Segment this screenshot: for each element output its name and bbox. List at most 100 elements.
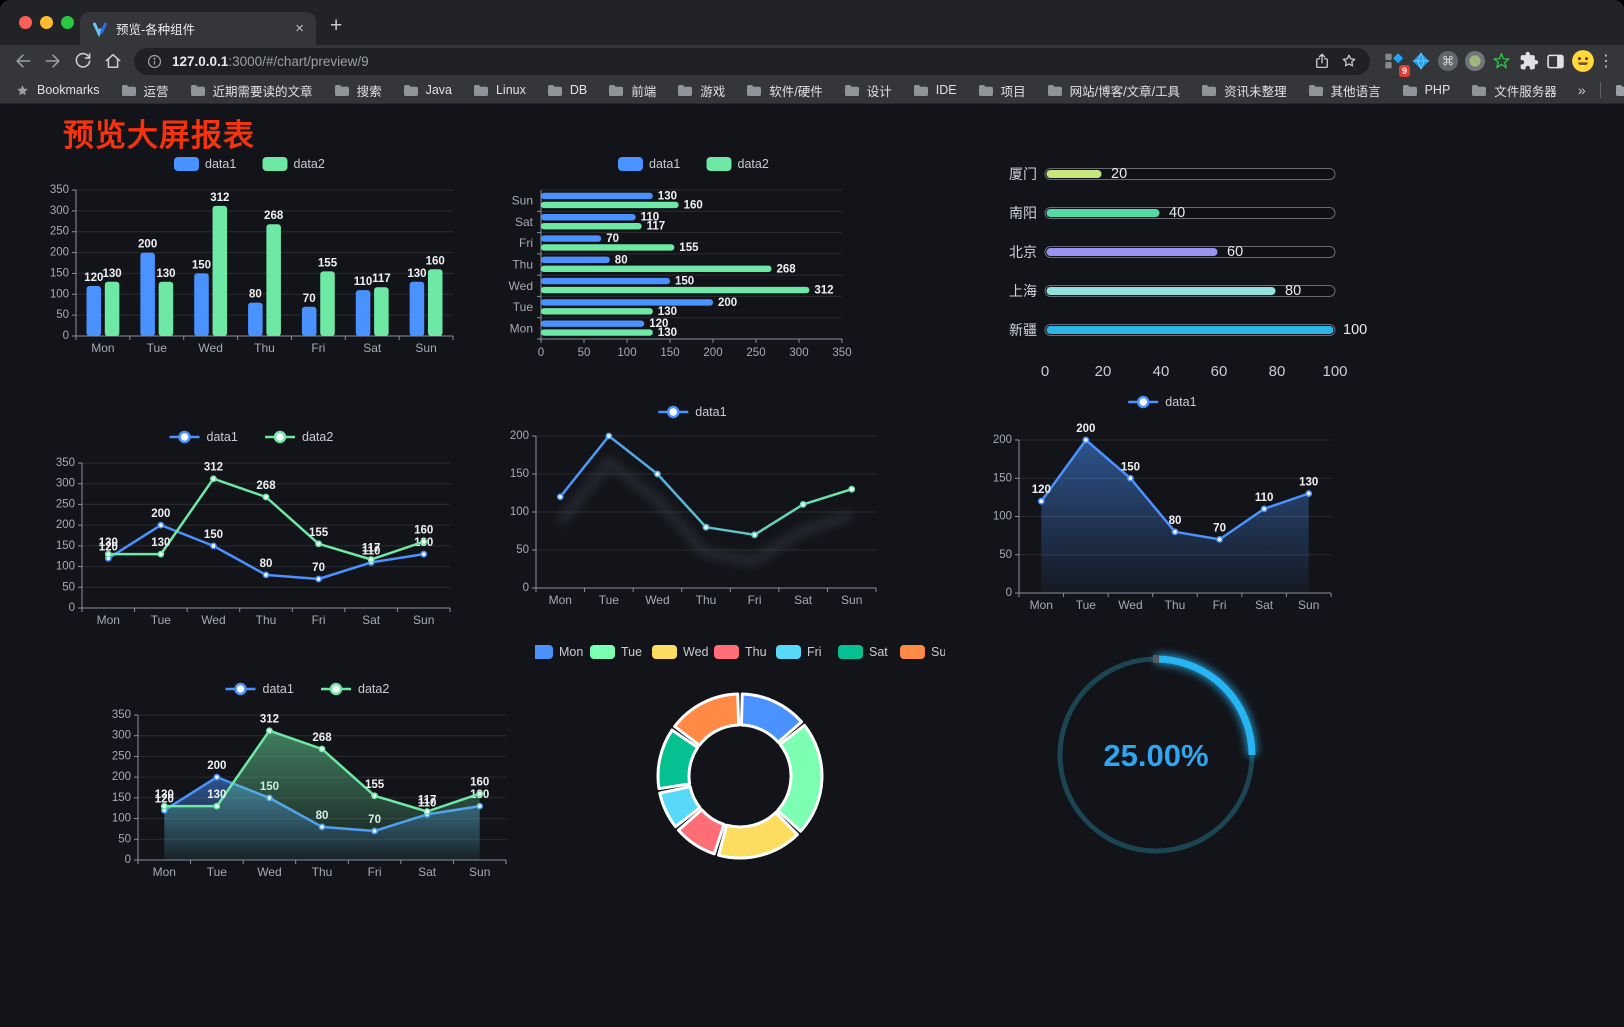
line-series-data2[interactable]: 130 130 312 268 155 117 160: [99, 462, 434, 563]
legend-item-data1[interactable]: data1: [618, 157, 680, 171]
extension-tampermonkey-icon[interactable]: 9: [1380, 48, 1410, 77]
home-button[interactable]: [98, 47, 128, 75]
line-series-data1[interactable]: [556, 432, 856, 567]
profile-avatar[interactable]: [1569, 48, 1596, 75]
legend-item-data1[interactable]: data1: [658, 405, 727, 419]
forward-button[interactable]: [38, 47, 68, 75]
legend-item-data2[interactable]: data2: [262, 157, 325, 171]
legend-item-Sun[interactable]: Sun: [900, 645, 945, 659]
line-series-data1[interactable]: 120 200 150 80 70 110 130: [1032, 423, 1319, 593]
area-line-chart[interactable]: data1 0 50 100 150 200 Mon Tue Wed Thu Fri Sat Sun 12…: [985, 390, 1347, 612]
bar-series-data2[interactable]: 130 130 312 268 155 117 160: [102, 192, 445, 336]
bookmark-folder-item[interactable]: 网站/博客/文章/工具: [1047, 81, 1180, 100]
bar: [541, 299, 713, 306]
bookmark-folder-item[interactable]: IDE: [913, 83, 957, 97]
bookmark-folder-item[interactable]: Linux: [473, 83, 526, 97]
line-series-data2[interactable]: 130 130 312 268 155 117 160: [155, 714, 490, 860]
legend-item-data1[interactable]: data1: [174, 157, 236, 171]
grouped-bar-chart[interactable]: data1 data2 0 50 100 150 200 250 300 350 Mon Tue Wed…: [40, 150, 465, 362]
legend-item-Thu[interactable]: Thu: [714, 645, 767, 659]
bookmark-folder-item[interactable]: 近期需要读的文章: [190, 81, 313, 100]
bookmark-folder-item[interactable]: 前端: [608, 81, 656, 100]
bar-canvas: data1 data2 0 50 100 150 200 250 300 350 Mon Tue Wed…: [50, 157, 454, 355]
legend-item-data2[interactable]: data2: [321, 682, 389, 696]
horizontal-bar-chart[interactable]: data1 data2 0 50 100 150 200 250 300 350 Mon Tue Wed…: [503, 150, 890, 365]
donut-chart[interactable]: Mon Tue Wed Thu Fri Sat Sun: [535, 638, 945, 890]
bookmark-folder-item[interactable]: 文件服务器: [1471, 81, 1557, 100]
browser-menu-icon[interactable]: ⋮: [1598, 53, 1614, 70]
legend-item-data1[interactable]: data1: [169, 430, 238, 444]
value-label: 150: [204, 529, 223, 541]
bookmark-folder-item[interactable]: DB: [547, 83, 587, 97]
progress-row-南阳[interactable]: 南阳 40: [1009, 205, 1336, 221]
address-bar[interactable]: 127.0.0.1:3000/#/chart/preview/9: [134, 47, 1370, 75]
window-close-button[interactable]: [19, 16, 32, 29]
pie-slice-Thu[interactable]: [676, 808, 726, 856]
value-label: 130: [1299, 477, 1318, 489]
bar: [374, 287, 389, 336]
progress-row-上海[interactable]: 上海 80: [1009, 283, 1336, 299]
pie-slice-Sun[interactable]: [673, 692, 741, 747]
bar-series-data2[interactable]: 130 130 312 268 155 117 160: [541, 199, 834, 339]
window-minimize-button[interactable]: [40, 16, 53, 29]
gauge-chart[interactable]: 25.00%: [1035, 635, 1280, 880]
bookmark-folder-item[interactable]: 其他语言: [1308, 81, 1381, 100]
dual-line-chart[interactable]: data1 data2 0 50 100 150 200 250 300 350 Mon Tue Wed…: [46, 423, 464, 638]
extensions-puzzle-icon[interactable]: [1515, 48, 1542, 75]
bar-series-data1[interactable]: 120 200 150 80 70 110 130: [84, 239, 427, 336]
x-category-label: Mon: [1030, 598, 1053, 612]
legend-item-Tue[interactable]: Tue: [590, 645, 642, 659]
window-zoom-button[interactable]: [61, 16, 74, 29]
extension-cmd-icon[interactable]: ⌘: [1434, 48, 1461, 75]
bookmark-folder-item[interactable]: 资讯未整理: [1201, 81, 1287, 100]
legend-item-Wed[interactable]: Wed: [652, 645, 709, 659]
progress-row-新疆[interactable]: 新疆 100: [1009, 322, 1367, 338]
legend-item-Sat[interactable]: Sat: [838, 645, 888, 659]
dual-area-chart[interactable]: data1 data2 0 50 100 150 200 250 300 350 Mon Tue Wed…: [102, 675, 520, 888]
pie-slice-Wed[interactable]: [717, 810, 799, 860]
bookmark-folder-item[interactable]: 软件/硬件: [746, 81, 823, 100]
bookmark-folder-item[interactable]: 游戏: [677, 81, 725, 100]
extension-green-star-icon[interactable]: [1488, 48, 1515, 75]
back-button[interactable]: [8, 47, 38, 75]
new-tab-button[interactable]: +: [330, 14, 343, 37]
data-point: [1037, 497, 1045, 505]
legend-item-data1[interactable]: data1: [225, 682, 294, 696]
folder-icon: [473, 84, 488, 96]
pie-slice-Mon[interactable]: [739, 692, 804, 744]
bookmark-folder-item[interactable]: PHP: [1402, 83, 1450, 97]
bookmarks-overflow-chevron[interactable]: »: [1577, 82, 1586, 98]
bookmarks-manager-item[interactable]: Bookmarks: [15, 83, 100, 98]
legend-item-Fri[interactable]: Fri: [776, 645, 822, 659]
bookmark-folder-item[interactable]: 运营: [121, 81, 169, 100]
bookmark-folder-item[interactable]: 项目: [978, 81, 1026, 100]
bookmark-star-icon[interactable]: [1340, 52, 1358, 70]
data-point: [1216, 536, 1223, 543]
legend-item-Mon[interactable]: Mon: [535, 645, 583, 659]
browser-tab[interactable]: 预览-各种组件 ×: [80, 12, 316, 45]
side-panel-icon[interactable]: [1542, 48, 1569, 75]
tab-close-icon[interactable]: ×: [295, 20, 304, 37]
gradient-line-chart[interactable]: data1 0 50 100 150 200 Mon Tue Wed Thu Fri Sat Sun: [500, 398, 892, 612]
bookmark-folder-item[interactable]: 设计: [844, 81, 892, 100]
extension-recorder-icon[interactable]: [1461, 48, 1488, 75]
bookmark-folder-item[interactable]: 搜索: [334, 81, 382, 100]
pie-slice-Tue[interactable]: [776, 723, 824, 833]
progress-row-厦门[interactable]: 厦门 20: [1009, 166, 1336, 182]
progress-bars-chart[interactable]: 厦门 20 南阳 40 北京 60 上海 80 新疆 100 0 20 40 60 80 100: [993, 156, 1373, 391]
bar-series-data1[interactable]: 120 200 150 80 70 110 130: [541, 190, 737, 330]
legend-item-data2[interactable]: data2: [706, 157, 769, 171]
share-icon[interactable]: [1313, 52, 1331, 70]
reload-button[interactable]: [68, 47, 98, 75]
pie-slice-Sat[interactable]: [656, 728, 700, 791]
legend-item-data1[interactable]: data1: [1128, 395, 1197, 409]
bookmark-folder-item[interactable]: Java: [403, 83, 452, 97]
site-info-icon[interactable]: [146, 53, 163, 70]
extension-diamond-icon[interactable]: [1407, 48, 1434, 75]
progress-row-北京[interactable]: 北京 60: [1009, 244, 1336, 260]
pie-slice-Fri[interactable]: [658, 785, 702, 829]
legend-item-data2[interactable]: data2: [265, 430, 333, 444]
line-series-data1[interactable]: 120 200 150 80 70 110 130: [99, 508, 434, 583]
other-bookmarks-folder[interactable]: 其他书签: [1615, 81, 1624, 100]
y-category-label: Mon: [510, 321, 533, 335]
